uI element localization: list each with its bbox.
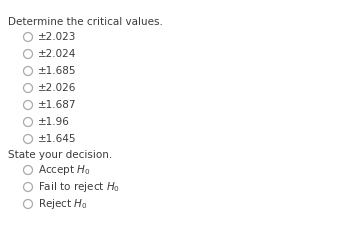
Text: ±2.023: ±2.023 — [38, 32, 76, 42]
Text: Determine the critical values.: Determine the critical values. — [8, 17, 163, 27]
Text: ±2.024: ±2.024 — [38, 49, 76, 59]
Text: ±1.687: ±1.687 — [38, 100, 77, 110]
Text: ±1.685: ±1.685 — [38, 66, 77, 76]
Text: ±1.645: ±1.645 — [38, 134, 77, 144]
Text: ±2.026: ±2.026 — [38, 83, 76, 93]
Text: ±1.96: ±1.96 — [38, 117, 70, 127]
Text: Accept $H_0$: Accept $H_0$ — [38, 163, 91, 177]
Text: Reject $H_0$: Reject $H_0$ — [38, 197, 88, 211]
Text: State your decision.: State your decision. — [8, 150, 112, 160]
Text: Fail to reject $H_0$: Fail to reject $H_0$ — [38, 180, 120, 194]
